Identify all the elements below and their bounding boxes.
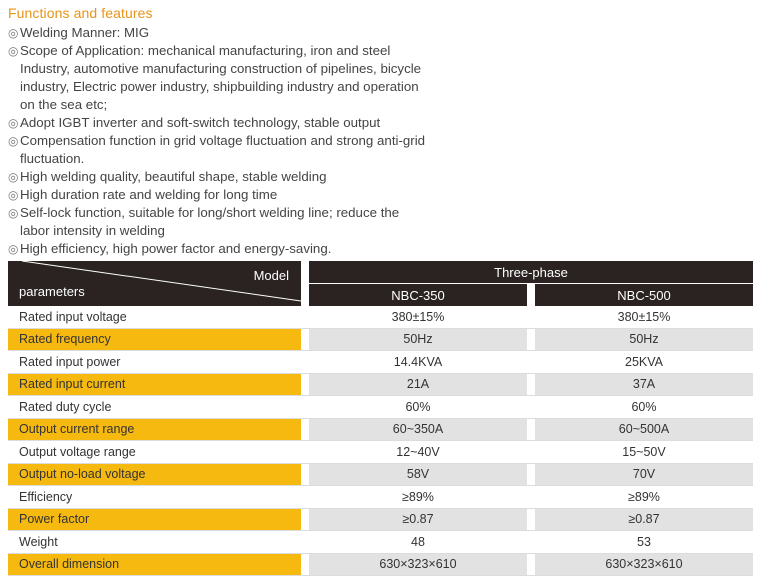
value-cell-nbc350: ≥0.87 [309,509,527,532]
feature-text: High efficiency, high power factor and e… [20,240,478,258]
section-title: Functions and features [8,5,153,21]
value-cell-nbc500: 53 [535,531,753,554]
feature-item: ◎Welding Manner: MIG [8,24,478,42]
feature-text: High duration rate and welding for long … [20,186,478,204]
model-header-1: NBC-350 [309,283,527,306]
bullet-icon: ◎ [8,168,18,186]
table-corner-cell: Model parameters [8,261,301,306]
value-cell-nbc350: 21A [309,374,527,397]
feature-text: Self-lock function, suitable for long/sh… [20,204,478,222]
value-cell-nbc500: 60% [535,396,753,419]
table-row: Overall dimension 630×323×610 630×323×610 [8,554,753,576]
bullet-icon: ◎ [8,24,18,42]
bullet-icon: ◎ [8,240,18,258]
value-cell-nbc350: 58V [309,464,527,487]
feature-text: fluctuation. [20,150,478,168]
parameter-label: Output current range [8,419,301,442]
table-row: Rated input voltage 380±15% 380±15% [8,306,753,329]
feature-item: ◎Scope of Application: mechanical manufa… [8,42,478,114]
parameter-label: Rated duty cycle [8,396,301,419]
table-row: Output voltage range 12~40V 15~50V [8,441,753,464]
table-row: Rated input current 21A 37A [8,374,753,397]
value-cell-nbc500: 25KVA [535,351,753,374]
value-cell-nbc500: 15~50V [535,441,753,464]
feature-text: High welding quality, beautiful shape, s… [20,168,478,186]
parameter-label: Weight [8,531,301,554]
bullet-icon: ◎ [8,186,18,204]
parameter-label: Rated frequency [8,329,301,352]
feature-text: Compensation function in grid voltage fl… [20,132,478,150]
parameter-label: Output voltage range [8,441,301,464]
bullet-icon: ◎ [8,132,18,150]
parameter-label: Rated input current [8,374,301,397]
parameter-label: Rated input power [8,351,301,374]
feature-text: industry, Electric power industry, shipb… [20,78,478,96]
value-cell-nbc350: 380±15% [309,306,527,329]
value-cell-nbc500: 37A [535,374,753,397]
value-cell-nbc500: ≥89% [535,486,753,509]
value-cell-nbc350: 12~40V [309,441,527,464]
table-row: Rated input power 14.4KVA 25KVA [8,351,753,374]
value-cell-nbc350: 50Hz [309,329,527,352]
table-row: Output no-load voltage 58V 70V [8,464,753,487]
feature-item: ◎High efficiency, high power factor and … [8,240,478,258]
feature-item: ◎Self-lock function, suitable for long/s… [8,204,478,240]
group-header: Three-phase [309,261,753,283]
table-row: Rated frequency 50Hz 50Hz [8,329,753,352]
corner-model-label: Model [254,268,289,283]
value-cell-nbc350: 14.4KVA [309,351,527,374]
parameter-label: Efficiency [8,486,301,509]
value-cell-nbc350: 48 [309,531,527,554]
value-cell-nbc500: ≥0.87 [535,509,753,532]
table-row: Output current range 60~350A 60~500A [8,419,753,442]
table-row: Efficiency ≥89% ≥89% [8,486,753,509]
bullet-icon: ◎ [8,204,18,222]
value-cell-nbc500: 60~500A [535,419,753,442]
feature-text: labor intensity in welding [20,222,478,240]
feature-item: ◎Compensation function in grid voltage f… [8,132,478,168]
value-cell-nbc500: 380±15% [535,306,753,329]
feature-item: ◎High welding quality, beautiful shape, … [8,168,478,186]
feature-item: ◎High duration rate and welding for long… [8,186,478,204]
spec-table: Model parameters Three-phase NBC-350 NBC… [8,261,753,576]
parameter-label: Output no-load voltage [8,464,301,487]
feature-item: ◎Adopt IGBT inverter and soft-switch tec… [8,114,478,132]
corner-parameters-label: parameters [19,284,85,299]
feature-text: Adopt IGBT inverter and soft-switch tech… [20,114,478,132]
value-cell-nbc350: 60% [309,396,527,419]
feature-text: Welding Manner: MIG [20,24,478,42]
parameter-label: Power factor [8,509,301,532]
table-row: Rated duty cycle 60% 60% [8,396,753,419]
parameter-label: Overall dimension [8,554,301,576]
bullet-icon: ◎ [8,42,18,60]
value-cell-nbc350: 630×323×610 [309,554,527,576]
table-row: Weight 48 53 [8,531,753,554]
value-cell-nbc350: ≥89% [309,486,527,509]
feature-list: ◎Welding Manner: MIG◎Scope of Applicatio… [8,24,478,258]
feature-text: on the sea etc; [20,96,478,114]
value-cell-nbc500: 70V [535,464,753,487]
feature-text: Industry, automotive manufacturing const… [20,60,478,78]
bullet-icon: ◎ [8,114,18,132]
feature-text: Scope of Application: mechanical manufac… [20,42,478,60]
value-cell-nbc500: 630×323×610 [535,554,753,576]
table-row: Power factor ≥0.87 ≥0.87 [8,509,753,532]
value-cell-nbc500: 50Hz [535,329,753,352]
model-header-2: NBC-500 [535,283,753,306]
value-cell-nbc350: 60~350A [309,419,527,442]
parameter-label: Rated input voltage [8,306,301,329]
